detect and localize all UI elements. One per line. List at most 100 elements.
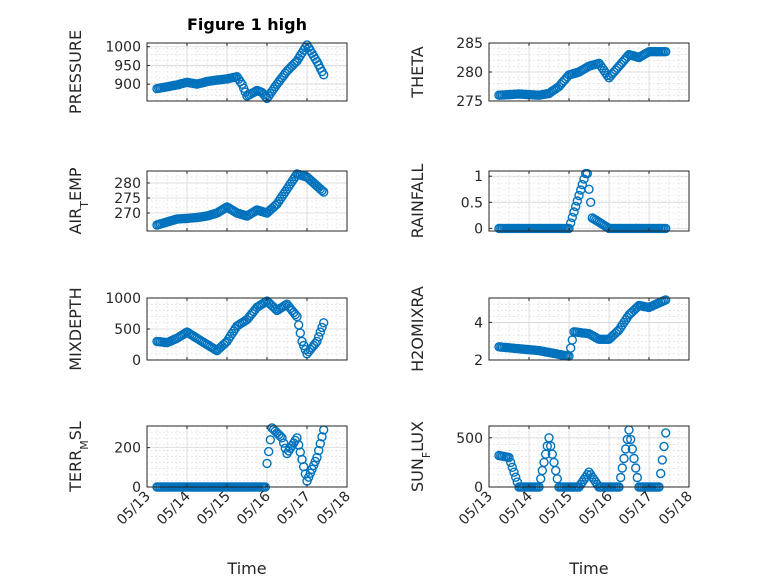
data-point [659, 441, 669, 452]
x-tick-label: 05/18 [314, 489, 354, 529]
data-point [536, 474, 546, 484]
data-point [661, 47, 671, 57]
data-point [572, 196, 582, 206]
x-tick-label: 05/16 [234, 488, 274, 528]
y-tick-label: 950 [114, 58, 141, 74]
x-tick-label: 05/15 [536, 489, 576, 529]
data-point [317, 432, 327, 442]
y-tick-label: 280 [114, 176, 141, 192]
axes-box [146, 425, 348, 488]
data-point [586, 197, 596, 208]
data-point [262, 458, 272, 469]
data-point [574, 190, 584, 201]
data-point [619, 453, 629, 464]
y-tick-label: 500 [456, 431, 483, 447]
data-point [290, 309, 300, 320]
data-point [661, 223, 671, 234]
y-tick-label: 1000 [105, 40, 141, 56]
data-point [626, 434, 636, 445]
x-tick-label: 05/15 [194, 489, 234, 529]
y-tick-label: 285 [456, 36, 483, 52]
y-axis-label: TERRMSL [66, 421, 91, 493]
data-point [317, 322, 327, 333]
y-tick-label: 900 [114, 77, 141, 93]
data-point [551, 465, 561, 476]
data-point [312, 452, 322, 463]
data-point [566, 218, 576, 228]
panel-pressure: 900 950 1000 PRESSURE Figure 1 high [66, 15, 348, 114]
data-point [511, 472, 521, 482]
data-point [314, 332, 324, 342]
y-tick-label: 1000 [105, 291, 141, 307]
data-point [509, 467, 519, 477]
data-point [270, 304, 280, 314]
data-point [537, 465, 547, 476]
data-point [617, 463, 627, 473]
data-point [299, 340, 309, 351]
data-point [566, 343, 576, 353]
y-tick-label: 0 [132, 480, 141, 496]
x-tick-label: 05/17 [616, 489, 656, 529]
data-point [661, 428, 671, 438]
data-point [315, 327, 325, 337]
data-point [661, 295, 671, 305]
data-point [577, 179, 587, 190]
y-tick-label: 0 [474, 480, 483, 496]
y-tick-label: 500 [114, 322, 141, 338]
data-point [571, 201, 581, 212]
y-tick-label: 275 [456, 94, 483, 110]
y-tick-label: 275 [114, 191, 141, 207]
data-point [506, 457, 516, 468]
data-point [567, 212, 577, 223]
panel-mixdepth: 0 500 1000 MIXDEPTH [66, 287, 348, 371]
data-point [657, 455, 667, 465]
y-tick-label: 200 [114, 441, 141, 457]
data-point [319, 70, 329, 80]
data-point [260, 91, 270, 102]
axes-box [146, 170, 348, 232]
data-point [629, 453, 639, 464]
x-tick-label: 05/16 [576, 488, 616, 528]
x-tick-label: 05/17 [274, 489, 314, 529]
axes-box [146, 42, 348, 102]
panel-h2omixra: 2 4 H2OMIXRA [408, 286, 690, 372]
y-axis-label: RAINFALL [408, 164, 427, 239]
data-point [504, 452, 514, 463]
y-axis-label: PRESSURE [66, 30, 85, 114]
data-point [616, 472, 626, 483]
data-point [279, 438, 289, 448]
data-point [576, 185, 586, 195]
y-tick-label: 270 [114, 206, 141, 222]
data-point [295, 328, 305, 338]
chart-title: Figure 1 high [187, 15, 307, 34]
data-point [265, 435, 275, 445]
data-point [582, 168, 592, 179]
y-tick-label: 0.5 [461, 195, 483, 211]
data-point [297, 336, 307, 347]
x-tick-label: 05/14 [496, 488, 536, 528]
data-point [622, 434, 632, 445]
panel-theta: 275 280 285 THETA [408, 36, 690, 110]
panel-rainfall: 0 0.5 1 RAINFALL [408, 164, 690, 239]
y-tick-label: 2 [474, 353, 483, 369]
y-tick-label: 280 [456, 65, 483, 81]
data-point [627, 444, 637, 454]
data-point [319, 187, 329, 197]
data-point [632, 472, 642, 483]
y-axis-label: H2OMIXRA [408, 286, 427, 372]
data-point [319, 318, 329, 328]
data-point [584, 184, 594, 195]
data-point [621, 444, 631, 454]
data-point [552, 474, 562, 484]
axes-box [488, 297, 690, 361]
y-axis-label: AIRTEMP [66, 167, 91, 234]
data-point [564, 223, 574, 234]
axes-box [488, 425, 690, 488]
x-tick-label: 05/14 [154, 488, 194, 528]
y-tick-label: 0 [474, 221, 483, 237]
y-tick-label: 0 [132, 353, 141, 369]
data-point [277, 433, 287, 443]
